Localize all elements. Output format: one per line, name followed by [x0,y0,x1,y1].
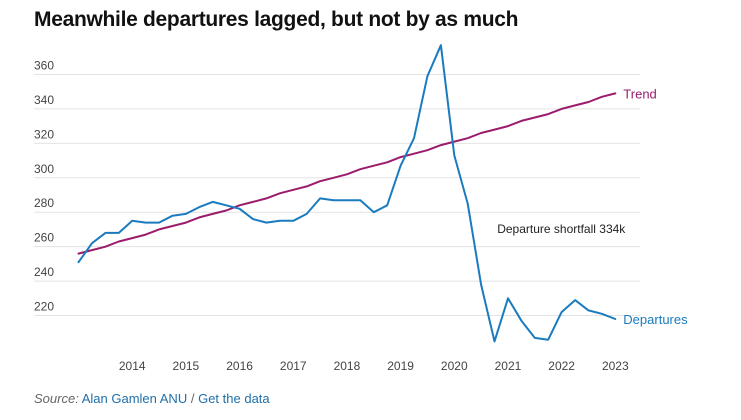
x-tick-label: 2019 [387,359,414,373]
departures-line [77,44,617,343]
get-the-data-link[interactable]: Get the data [198,391,270,406]
x-tick-label: 2016 [226,359,253,373]
y-tick-label: 260 [34,231,54,245]
y-tick-label: 340 [34,93,54,107]
x-tick-label: 2020 [441,359,468,373]
y-tick-label: 320 [34,127,54,141]
grid-lines [34,73,640,317]
annotations: Departure shortfall 334k [497,222,626,236]
series-lines [77,44,617,343]
x-tick-label: 2017 [280,359,307,373]
y-tick-label: 280 [34,196,54,210]
source-separator: / [190,391,195,406]
y-tick-label: 300 [34,162,54,176]
x-axis-ticks: 2014 2015 2016 2017 2018 2019 2020 2021 2022 2023 [119,359,629,373]
x-tick-label: 2022 [548,359,575,373]
source-label: Source: [34,391,79,406]
x-tick-label: 2015 [173,359,200,373]
trend-line [77,92,617,255]
source-line: Source: Alan Gamlen ANU / Get the data [34,391,270,406]
trend-series-label: Trend [623,86,656,101]
series-labels: Trend Departures [623,86,688,327]
x-tick-label: 2023 [602,359,629,373]
annotation-label: Departure shortfall 334k [497,222,626,236]
y-tick-label: 360 [34,58,54,72]
x-tick-label: 2014 [119,359,146,373]
y-tick-label: 220 [34,300,54,314]
chart-title: Meanwhile departures lagged, but not by … [34,8,519,31]
y-axis-ticks: 220 240 260 280 300 320 340 360 [34,58,54,313]
y-tick-label: 240 [34,265,54,279]
departures-series-label: Departures [623,312,688,327]
x-tick-label: 2021 [495,359,522,373]
x-tick-label: 2018 [334,359,361,373]
source-author-link[interactable]: Alan Gamlen ANU [81,391,188,406]
